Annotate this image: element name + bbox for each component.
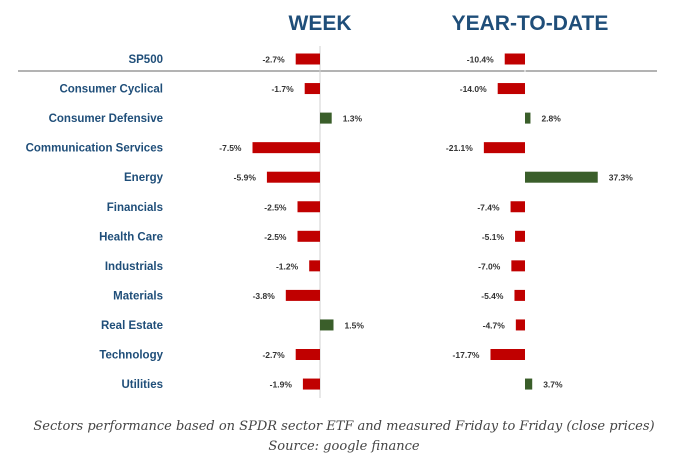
category-label-real-estate: Real Estate [101, 320, 163, 332]
ytd-bar-energy [525, 171, 598, 183]
ytd-bar-consumer-defensive [525, 112, 531, 124]
caption-source: Source: google finance [268, 439, 420, 454]
ytd-value-label-consumer-defensive: 2.8% [541, 114, 561, 124]
ytd-value-label-health-care: -5.1% [482, 232, 505, 242]
ytd-value-label-technology: -17.7% [453, 350, 480, 360]
ytd-value-label-financials: -7.4% [477, 202, 500, 212]
week-bar-financials [297, 201, 320, 213]
week-value-label-health-care: -2.5% [264, 232, 287, 242]
ytd-bar-financials [510, 201, 525, 213]
category-label-consumer-cyclical: Consumer Cyclical [59, 84, 163, 96]
ytd-value-label-consumer-cyclical: -14.0% [460, 84, 487, 94]
week-value-label-technology: -2.7% [262, 350, 285, 360]
ytd-panel-title: YEAR-TO-DATE [452, 12, 609, 35]
week-bar-real-estate [320, 319, 334, 331]
week-value-label-utilities: -1.9% [270, 380, 293, 390]
week-value-label-energy: -5.9% [234, 173, 257, 183]
category-label-health-care: Health Care [99, 231, 163, 243]
week-bar-utilities [302, 378, 320, 390]
ytd-bar-consumer-cyclical [497, 83, 525, 95]
category-label-technology: Technology [99, 350, 163, 362]
week-value-label-industrials: -1.2% [276, 261, 299, 271]
week-bar-industrials [309, 260, 320, 272]
ytd-value-label-industrials: -7.0% [478, 261, 501, 271]
ytd-value-label-materials: -5.4% [481, 291, 504, 301]
ytd-bar-materials [514, 289, 525, 301]
week-value-label-consumer-cyclical: -1.7% [271, 84, 294, 94]
week-value-label-real-estate: 1.5% [345, 320, 365, 330]
ytd-value-label-sp500: -10.4% [467, 55, 494, 65]
category-label-materials: Materials [113, 290, 163, 302]
ytd-value-label-energy: 37.3% [609, 173, 634, 183]
ytd-bar-health-care [515, 230, 525, 242]
week-panel-title: WEEK [289, 12, 352, 35]
caption-methodology: Sectors performance based on SPDR sector… [33, 419, 655, 434]
category-label-utilities: Utilities [121, 379, 163, 391]
week-value-label-consumer-defensive: 1.3% [343, 114, 363, 124]
week-value-label-financials: -2.5% [264, 202, 287, 212]
category-label-consumer-defensive: Consumer Defensive [49, 113, 163, 125]
category-label-financials: Financials [107, 202, 163, 214]
week-bar-communication-services [252, 142, 320, 154]
ytd-bar-industrials [511, 260, 525, 272]
week-bar-sp500 [295, 53, 320, 65]
week-bar-consumer-cyclical [304, 83, 320, 95]
ytd-value-label-real-estate: -4.7% [483, 320, 506, 330]
ytd-bar-communication-services [483, 142, 525, 154]
ytd-bar-technology [490, 349, 525, 360]
week-value-label-sp500: -2.7% [262, 55, 285, 65]
category-label-industrials: Industrials [105, 261, 163, 273]
ytd-bar-utilities [525, 378, 533, 390]
week-value-label-materials: -3.8% [253, 291, 276, 301]
category-label-sp500: SP500 [128, 54, 163, 66]
week-bar-consumer-defensive [320, 112, 332, 124]
ytd-bar-sp500 [504, 53, 525, 65]
category-label-energy: Energy [124, 172, 164, 184]
ytd-bar-real-estate [515, 319, 525, 331]
week-bar-health-care [297, 230, 320, 242]
week-value-label-communication-services: -7.5% [219, 143, 242, 153]
ytd-value-label-communication-services: -21.1% [446, 143, 473, 153]
week-bar-energy [266, 171, 320, 183]
ytd-value-label-utilities: 3.7% [543, 380, 563, 390]
week-bar-technology [295, 349, 320, 360]
category-label-communication-services: Communication Services [26, 143, 163, 155]
week-bar-materials [285, 289, 320, 301]
